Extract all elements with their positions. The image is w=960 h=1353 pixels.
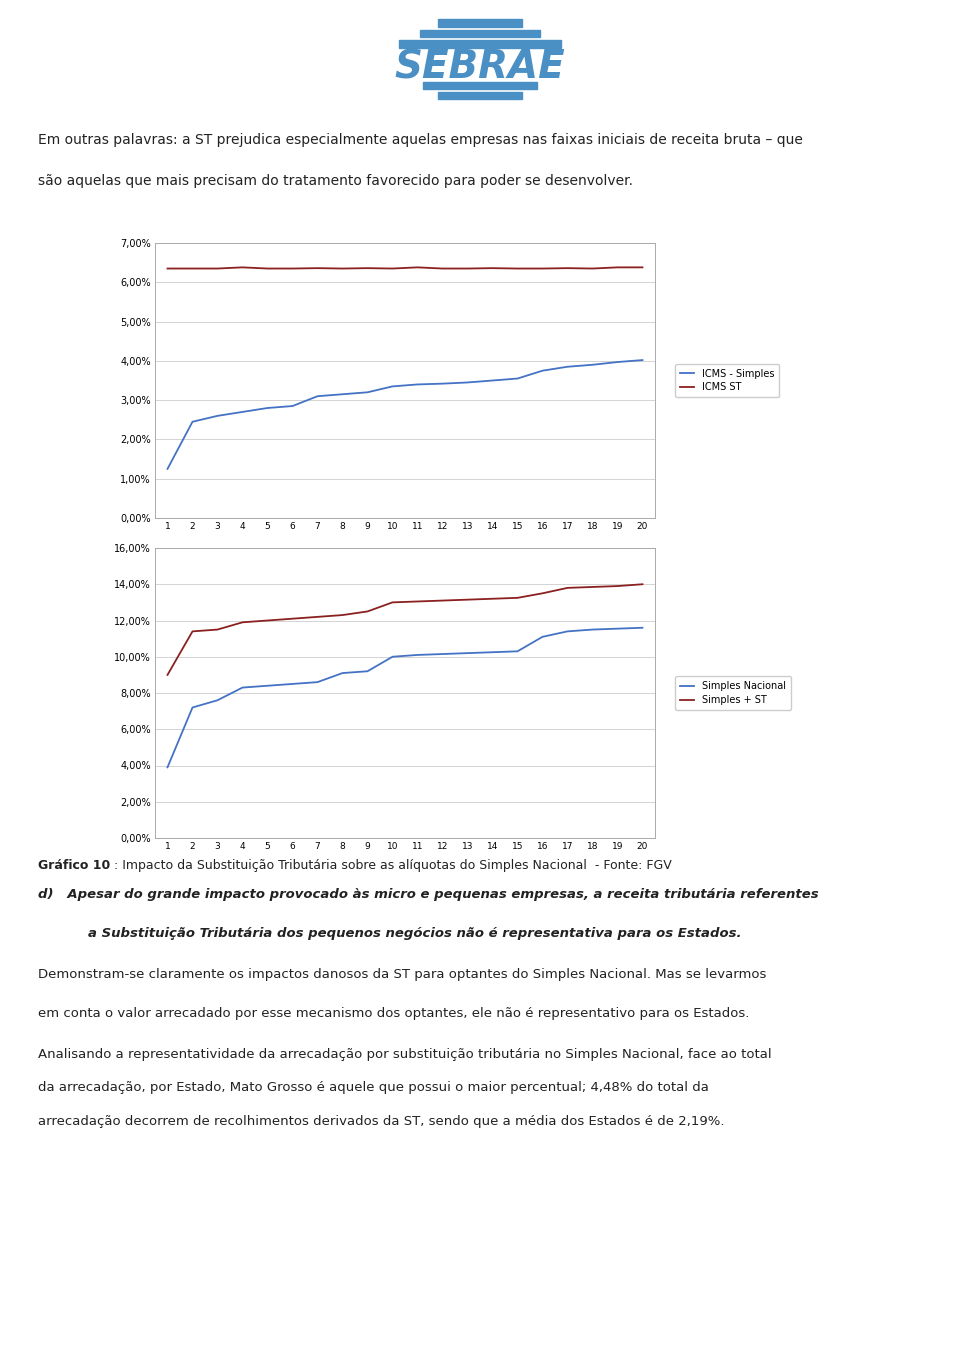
Text: : Impacto da Substituição Tributária sobre as alíquotas do Simples Nacional  - F: : Impacto da Substituição Tributária sob… <box>114 859 672 871</box>
Legend: ICMS - Simples, ICMS ST: ICMS - Simples, ICMS ST <box>675 364 780 398</box>
Text: Analisando a representatividade da arrecadação por substituição tributária no Si: Analisando a representatividade da arrec… <box>38 1049 772 1061</box>
Text: arrecadação decorrem de recolhimentos derivados da ST, sendo que a média dos Est: arrecadação decorrem de recolhimentos de… <box>38 1115 725 1127</box>
Text: SEBRAE: SEBRAE <box>395 49 565 87</box>
Text: são aquelas que mais precisam do tratamento favorecido para poder se desenvolver: são aquelas que mais precisam do tratame… <box>38 175 633 188</box>
Bar <box>438 19 522 27</box>
Text: em conta o valor arrecadado por esse mecanismo dos optantes, ele não é represent: em conta o valor arrecadado por esse mec… <box>38 1007 750 1020</box>
Bar <box>423 81 537 88</box>
Bar <box>399 41 561 47</box>
Text: a Substituição Tributária dos pequenos negócios não é representativa para os Est: a Substituição Tributária dos pequenos n… <box>87 927 741 939</box>
Bar <box>420 30 540 37</box>
Text: Gráfico 10: Gráfico 10 <box>38 859 110 871</box>
Text: Em outras palavras: a ST prejudica especialmente aquelas empresas nas faixas ini: Em outras palavras: a ST prejudica espec… <box>38 133 803 147</box>
Legend: Simples Nacional, Simples + ST: Simples Nacional, Simples + ST <box>675 676 791 710</box>
Text: d)   Apesar do grande impacto provocado às micro e pequenas empresas, a receita : d) Apesar do grande impacto provocado às… <box>38 888 819 901</box>
Text: da arrecadação, por Estado, Mato Grosso é aquele que possui o maior percentual; : da arrecadação, por Estado, Mato Grosso … <box>38 1081 708 1095</box>
Bar <box>438 92 522 99</box>
Text: Demonstram-se claramente os impactos danosos da ST para optantes do Simples Naci: Demonstram-se claramente os impactos dan… <box>38 967 766 981</box>
